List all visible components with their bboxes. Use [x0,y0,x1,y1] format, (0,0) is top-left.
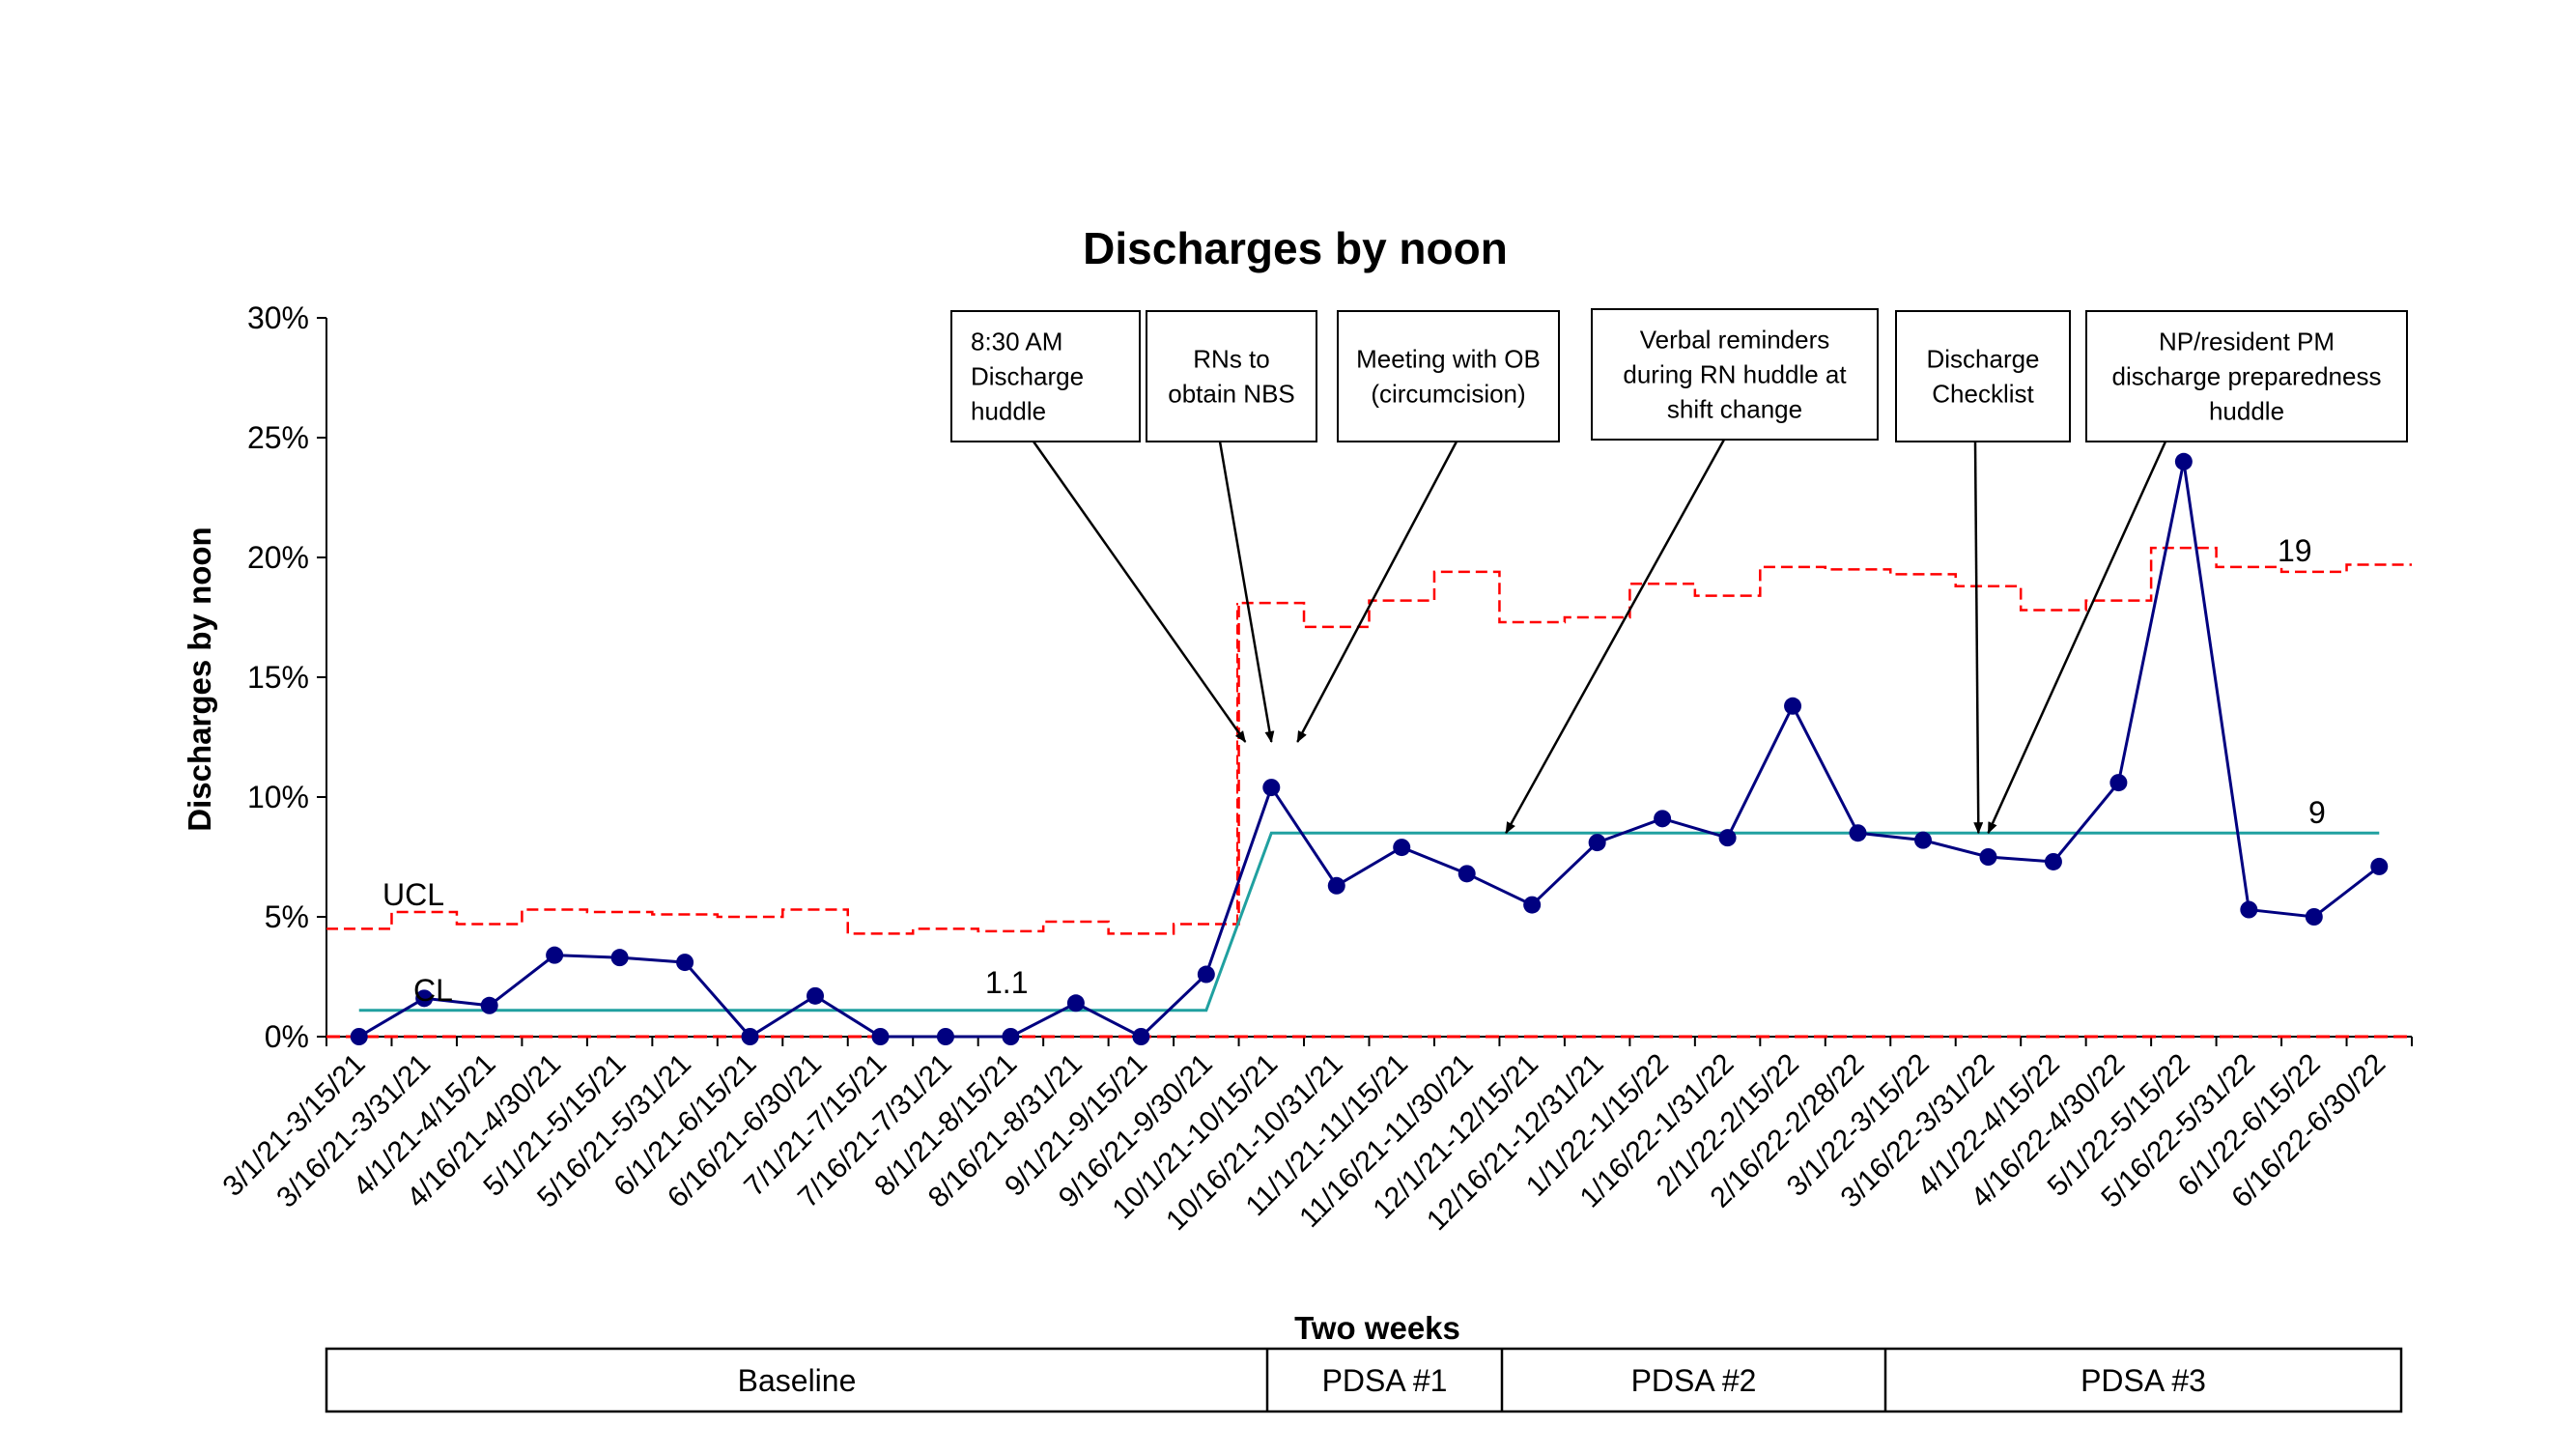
shifted-cl-value-label: 9 [2308,795,2326,830]
data-point [871,1028,890,1045]
data-point [610,949,629,967]
data-point [936,1028,954,1045]
baseline-cl-value-label: 1.1 [985,965,1028,1000]
data-point [1262,779,1281,797]
annotation-text: huddle [2209,397,2284,426]
center-line [358,831,2380,1012]
data-point [415,989,434,1008]
data-point [1393,839,1411,857]
data-point [1979,848,1997,866]
annotation-box [1146,310,1317,442]
phase-label: Baseline [738,1363,857,1398]
data-point [1588,834,1606,852]
annotation-text: Meeting with OB [1356,345,1541,374]
annotation-text: discharge preparedness [2112,362,2382,391]
annotation-arrow [1973,441,1984,835]
phase-label: PDSA #3 [2081,1363,2206,1398]
data-point [546,946,564,964]
cl-label: CL [413,973,453,1008]
data-point [807,986,825,1005]
annotation-text: huddle [971,397,1046,426]
data-point [2240,900,2258,919]
annotation-callout: Meeting with OB (circumcision) [1296,310,1560,743]
data-point [741,1028,759,1045]
data-point [1523,896,1542,914]
control-limit-labels: UCL CL 1.1 9 19 [382,533,2326,1008]
y-tick-label: 20% [247,540,309,575]
y-tick-label: 0% [265,1019,309,1054]
data-point [1654,810,1672,828]
data-point [1066,994,1085,1012]
y-tick-label: 15% [247,660,309,695]
annotation-box [950,310,1141,442]
data-point [1132,1028,1150,1045]
data-point [2109,774,2128,792]
annotation-text: Discharge [971,362,1084,391]
series-line [357,461,2381,1039]
phase-label: PDSA #2 [1631,1363,1757,1398]
annotation-arrow [1505,439,1726,835]
annotation-arrow [1032,441,1247,743]
y-tick-label: 5% [265,899,309,934]
annotation-text: RNs to [1193,345,1269,374]
annotation-text: Discharge [1926,345,2039,374]
data-point [1784,697,1802,715]
data-point [2174,452,2193,470]
chart-title: Discharges by noon [1083,223,1508,273]
data-point [1458,865,1476,883]
y-axis-label: Discharges by noon [182,527,217,831]
data-point [676,954,694,972]
annotation-text: during RN huddle at [1623,360,1847,389]
data-point [2370,857,2389,875]
annotation-text: NP/resident PM [2159,328,2335,356]
y-tick-label: 30% [247,300,309,335]
annotation-box [1337,310,1560,442]
ucl-line [326,546,2412,935]
x-axis: 3/1/21-3/15/213/16/21-3/31/214/1/21-4/15… [217,1036,2413,1237]
annotation-text: Checklist [1932,380,2034,409]
y-axis: 0% 5% 10% 15% 20% 25% 30% [247,300,327,1054]
annotation-box [1895,310,2071,442]
data-point [350,1028,368,1045]
annotation-box [2085,310,2408,442]
annotation-callout: Discharge Checklist [1895,310,2071,835]
data-point [480,996,498,1014]
annotation-box [1591,308,1879,441]
data-point [1913,831,1932,849]
annotation-arrow [1296,441,1458,743]
annotation-text: Verbal reminders [1640,326,1830,355]
annotation-text: shift change [1667,395,1802,424]
data-point [1002,1028,1020,1045]
data-point [1718,829,1737,847]
annotation-text: (circumcision) [1371,380,1525,409]
annotation-text: 8:30 AM [971,328,1062,356]
x-axis-label: Two weeks [1294,1310,1460,1346]
annotation-arrow [1987,441,2167,835]
ucl-stepped-path [326,546,2412,935]
data-point [2044,852,2062,870]
annotation-text: obtain NBS [1168,380,1295,409]
annotation-callout: RNs to obtain NBS [1146,310,1317,743]
annotation-callout: Verbal reminders during RN huddle at shift… [1505,308,1879,835]
annotation-callout: NP/resident PM discharge preparedness hudd… [1987,310,2408,835]
ucl-label: UCL [382,877,444,912]
y-tick-label: 10% [247,780,309,814]
data-point [1327,876,1345,895]
phase-bar: Baseline PDSA #1 PDSA #2 PDSA #3 [325,1347,2403,1413]
data-series [350,452,2389,1045]
phase-label: PDSA #1 [1322,1363,1448,1398]
phase-bar-frame [325,1347,2403,1413]
annotation-callout: 8:30 AM Discharge huddle [950,310,1247,743]
data-point [2305,908,2323,926]
data-point [1197,965,1215,984]
y-tick-label: 25% [247,420,309,455]
annotation-arrow [1218,441,1275,743]
center-line-path [358,831,2380,1012]
data-point [1849,824,1867,842]
shifted-ucl-value-label: 19 [2278,533,2312,568]
